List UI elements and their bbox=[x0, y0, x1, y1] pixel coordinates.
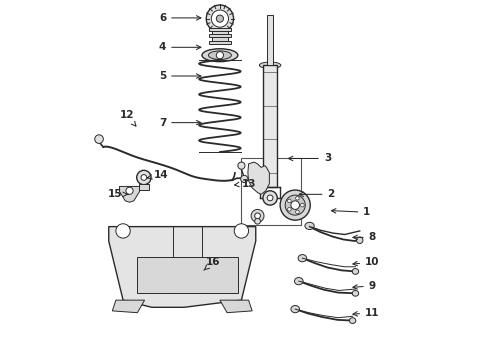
Ellipse shape bbox=[208, 51, 231, 59]
Polygon shape bbox=[120, 186, 140, 202]
Text: 14: 14 bbox=[147, 170, 168, 180]
Circle shape bbox=[295, 197, 299, 200]
Circle shape bbox=[137, 170, 151, 185]
Polygon shape bbox=[220, 300, 252, 313]
Circle shape bbox=[288, 207, 291, 211]
Circle shape bbox=[280, 190, 310, 220]
Text: 8: 8 bbox=[353, 232, 376, 242]
Circle shape bbox=[206, 5, 234, 32]
Text: 2: 2 bbox=[299, 189, 335, 199]
Circle shape bbox=[116, 224, 130, 238]
Bar bbox=[137, 257, 238, 293]
Bar bbox=[209, 41, 231, 44]
Ellipse shape bbox=[352, 291, 359, 296]
Bar bbox=[209, 34, 231, 37]
Ellipse shape bbox=[294, 278, 303, 285]
Text: 13: 13 bbox=[235, 179, 256, 189]
Bar bbox=[241, 158, 300, 225]
Text: 6: 6 bbox=[159, 13, 201, 23]
Bar bbox=[212, 37, 228, 41]
Circle shape bbox=[241, 175, 248, 183]
Ellipse shape bbox=[352, 269, 359, 274]
Text: 12: 12 bbox=[120, 111, 136, 126]
Text: 5: 5 bbox=[159, 71, 201, 81]
Bar bbox=[263, 65, 277, 187]
Polygon shape bbox=[248, 162, 270, 194]
Text: 15: 15 bbox=[108, 189, 128, 199]
Ellipse shape bbox=[349, 318, 356, 323]
Text: 10: 10 bbox=[353, 257, 380, 267]
Circle shape bbox=[95, 135, 103, 143]
Text: 3: 3 bbox=[289, 153, 331, 163]
Ellipse shape bbox=[259, 62, 281, 68]
Circle shape bbox=[295, 210, 299, 214]
Circle shape bbox=[251, 210, 264, 222]
Text: 16: 16 bbox=[204, 257, 220, 270]
Circle shape bbox=[255, 213, 260, 219]
Ellipse shape bbox=[298, 255, 307, 262]
Ellipse shape bbox=[202, 49, 238, 62]
Polygon shape bbox=[109, 226, 256, 307]
Circle shape bbox=[238, 162, 245, 169]
Circle shape bbox=[255, 219, 260, 224]
Polygon shape bbox=[112, 300, 145, 313]
Text: 1: 1 bbox=[331, 207, 370, 217]
Circle shape bbox=[285, 195, 305, 215]
Ellipse shape bbox=[357, 237, 363, 243]
Circle shape bbox=[216, 15, 223, 22]
Circle shape bbox=[300, 203, 304, 207]
Circle shape bbox=[141, 175, 147, 180]
Text: 9: 9 bbox=[353, 281, 376, 291]
Bar bbox=[209, 28, 231, 31]
Bar bbox=[139, 184, 149, 190]
Circle shape bbox=[234, 224, 248, 238]
Bar bbox=[212, 31, 228, 34]
Text: 11: 11 bbox=[353, 308, 380, 318]
Circle shape bbox=[288, 199, 291, 203]
Text: 7: 7 bbox=[159, 118, 201, 128]
Circle shape bbox=[263, 191, 277, 205]
Bar bbox=[267, 15, 273, 65]
Ellipse shape bbox=[305, 222, 314, 229]
Circle shape bbox=[291, 201, 299, 210]
Ellipse shape bbox=[291, 306, 299, 313]
Circle shape bbox=[126, 187, 133, 194]
Text: 4: 4 bbox=[159, 42, 201, 52]
Circle shape bbox=[211, 10, 228, 27]
Circle shape bbox=[216, 51, 223, 59]
Circle shape bbox=[267, 195, 273, 201]
